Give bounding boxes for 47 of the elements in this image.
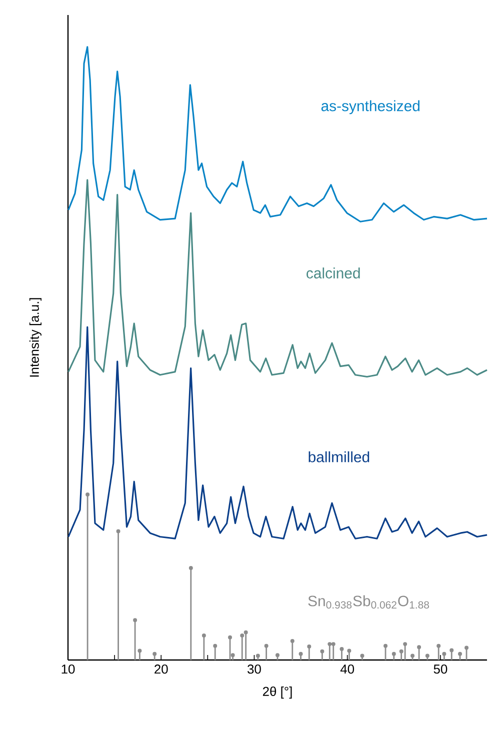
point	[458, 652, 462, 656]
point	[384, 644, 388, 648]
text: Sn$_{0.938}$Sb$_{0.062}$O$_{1.88}$	[308, 595, 429, 609]
point	[213, 644, 218, 648]
text: calcined	[306, 268, 360, 278]
point	[331, 642, 336, 646]
point	[133, 618, 138, 622]
point	[202, 633, 206, 638]
point	[307, 644, 312, 649]
point	[138, 648, 142, 653]
point	[436, 644, 441, 648]
point	[276, 653, 280, 658]
point	[340, 646, 344, 651]
x-tick-label: 30	[248, 664, 261, 674]
point	[230, 653, 235, 658]
point	[392, 652, 396, 656]
y-axis-title: Intensity [a.u.]	[29, 298, 42, 377]
point	[152, 652, 157, 656]
point	[240, 633, 244, 638]
point	[86, 492, 90, 496]
point	[298, 652, 303, 656]
point	[320, 649, 324, 654]
point	[464, 646, 469, 650]
point	[228, 635, 232, 640]
text: as-synthesized	[321, 100, 420, 114]
x-tick-label: 40	[340, 664, 354, 674]
x-tick-label: 50	[434, 664, 448, 674]
x-tick-label: 10	[62, 664, 75, 674]
text: ballmilled	[308, 451, 370, 462]
point	[410, 654, 415, 658]
x-axis-title: 2θ [°]	[262, 686, 292, 699]
point	[116, 529, 120, 534]
point	[290, 639, 294, 643]
point	[450, 648, 454, 652]
point	[360, 654, 364, 658]
point	[442, 652, 446, 656]
point	[417, 645, 422, 650]
point	[403, 642, 408, 646]
point	[425, 654, 430, 658]
point	[399, 649, 404, 654]
point	[347, 648, 352, 653]
point	[244, 630, 248, 634]
x-tick-label: 20	[154, 664, 168, 674]
point	[264, 644, 268, 648]
point	[328, 642, 332, 646]
point	[188, 566, 193, 570]
point	[256, 654, 260, 658]
